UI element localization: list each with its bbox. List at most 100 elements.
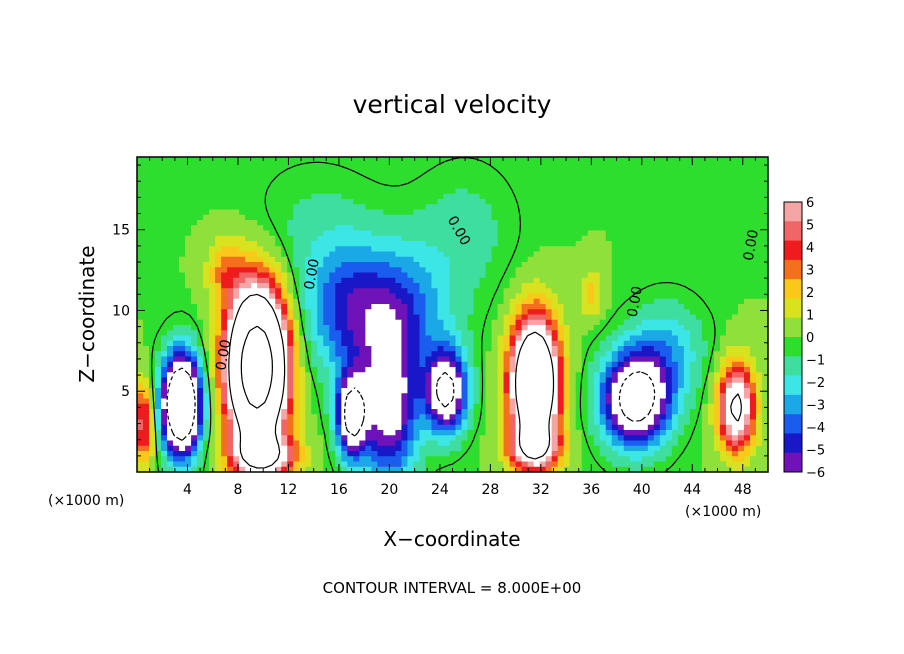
heatmap-cell — [539, 251, 547, 258]
heatmap-cell — [581, 367, 589, 373]
heatmap-cell — [611, 361, 619, 368]
heatmap-cell — [143, 209, 150, 216]
heatmap-cell — [761, 272, 769, 279]
heatmap-cell — [551, 293, 559, 300]
heatmap-cell — [275, 351, 282, 357]
heatmap-cell — [401, 340, 408, 347]
heatmap-cell — [347, 256, 354, 263]
heatmap-cell — [509, 367, 516, 373]
heatmap-cell — [197, 319, 204, 326]
heatmap-cell — [341, 230, 348, 237]
heatmap-cell — [677, 367, 685, 373]
heatmap-cell — [719, 361, 727, 368]
heatmap-cell — [227, 246, 234, 252]
heatmap-cell — [497, 403, 504, 410]
heatmap-cell — [479, 262, 486, 268]
heatmap-cell — [533, 188, 541, 195]
heatmap-cell — [749, 319, 757, 326]
heatmap-cell — [707, 298, 715, 305]
heatmap-cell — [461, 167, 468, 174]
heatmap-cell — [305, 172, 312, 179]
heatmap-cell — [587, 214, 595, 221]
heatmap-cell — [605, 272, 613, 279]
heatmap-cell — [407, 382, 414, 389]
heatmap-cell — [503, 403, 510, 410]
heatmap-cell — [617, 251, 625, 258]
heatmap-cell — [491, 398, 498, 405]
heatmap-cell — [449, 403, 456, 410]
heatmap-cell — [443, 335, 450, 342]
heatmap-cell — [533, 220, 541, 226]
heatmap-cell — [605, 167, 613, 174]
heatmap-cell — [689, 382, 697, 389]
heatmap-cell — [299, 178, 306, 184]
heatmap-cell — [743, 241, 751, 247]
heatmap-cell — [353, 204, 360, 210]
heatmap-cell — [599, 241, 607, 247]
heatmap-cell — [173, 377, 180, 384]
heatmap-cell — [647, 288, 655, 294]
heatmap-cell — [155, 235, 162, 242]
heatmap-cell — [755, 241, 763, 247]
heatmap-cell — [515, 293, 523, 300]
heatmap-cell — [491, 172, 498, 179]
heatmap-cell — [599, 346, 607, 352]
heatmap-cell — [641, 346, 649, 352]
heatmap-cell — [143, 377, 150, 384]
heatmap-cell — [365, 314, 372, 321]
heatmap-cell — [311, 367, 318, 373]
heatmap-cell — [485, 220, 492, 226]
heatmap-cell — [581, 204, 589, 210]
heatmap-cell — [557, 293, 565, 300]
heatmap-cell — [437, 288, 444, 294]
heatmap-cell — [593, 193, 601, 200]
heatmap-cell — [461, 272, 468, 279]
heatmap-cell — [611, 346, 619, 352]
heatmap-cell — [725, 346, 733, 352]
heatmap-cell — [473, 388, 480, 394]
heatmap-cell — [179, 398, 186, 405]
heatmap-cell — [557, 309, 565, 315]
heatmap-cell — [287, 183, 294, 189]
heatmap-cell — [263, 388, 270, 394]
heatmap-cell — [281, 277, 288, 284]
heatmap-cell — [413, 188, 420, 195]
heatmap-cell — [461, 214, 468, 221]
heatmap-cell — [179, 346, 186, 352]
heatmap-cell — [425, 251, 432, 258]
heatmap-cell — [641, 367, 649, 373]
heatmap-cell — [719, 220, 727, 226]
heatmap-cell — [689, 230, 697, 237]
heatmap-cell — [233, 346, 240, 352]
heatmap-cell — [617, 183, 625, 189]
heatmap-cell — [239, 340, 246, 347]
heatmap-cell — [179, 267, 186, 273]
heatmap-cell — [353, 241, 360, 247]
heatmap-cell — [743, 377, 751, 384]
heatmap-cell — [653, 377, 661, 384]
heatmap-cell — [431, 403, 438, 410]
heatmap-cell — [743, 214, 751, 221]
heatmap-cell — [305, 188, 312, 195]
heatmap-cell — [167, 388, 174, 394]
heatmap-cell — [449, 262, 456, 268]
heatmap-cell — [239, 356, 246, 363]
heatmap-cell — [641, 241, 649, 247]
heatmap-cell — [443, 246, 450, 252]
heatmap-cell — [179, 246, 186, 252]
heatmap-cell — [737, 256, 745, 263]
heatmap-cell — [641, 193, 649, 200]
heatmap-cell — [473, 267, 480, 273]
heatmap-cell — [407, 288, 414, 294]
heatmap-cell — [401, 356, 408, 363]
heatmap-cell — [521, 256, 529, 263]
heatmap-cell — [575, 188, 583, 195]
heatmap-cell — [527, 340, 535, 347]
heatmap-cell — [395, 272, 402, 279]
heatmap-cell — [539, 298, 547, 305]
heatmap-cell — [593, 246, 601, 252]
heatmap-cell — [659, 335, 667, 342]
heatmap-cell — [713, 199, 721, 205]
heatmap-cell — [359, 393, 366, 399]
heatmap-cell — [671, 393, 679, 399]
